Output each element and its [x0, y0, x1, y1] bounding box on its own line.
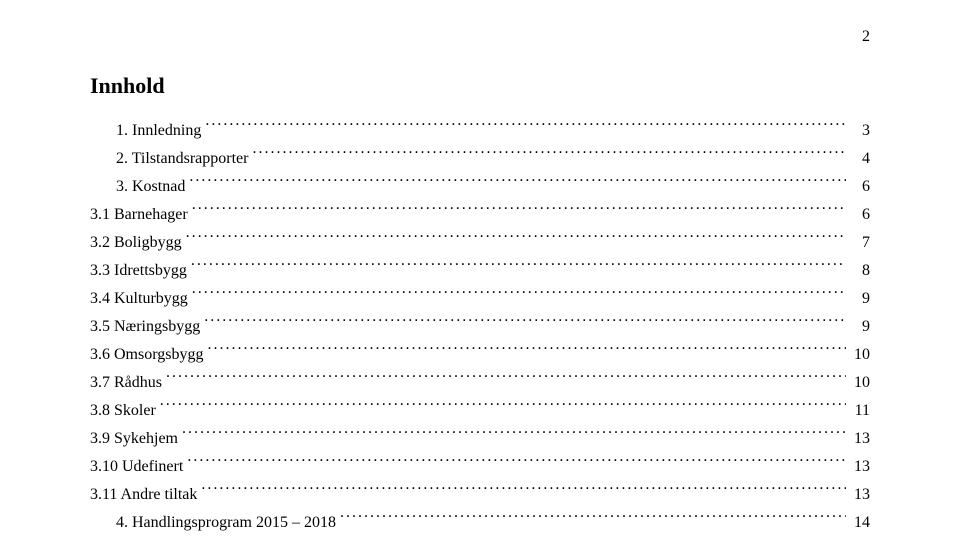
toc-entry-label: 3.11 Andre tiltak — [90, 481, 197, 509]
toc-leader-dots — [186, 231, 846, 247]
toc-entry: 2. Tilstandsrapporter 4 — [90, 145, 870, 173]
toc-entry-page: 4 — [850, 145, 870, 173]
toc-entry: 3.9 Sykehjem 13 — [90, 425, 870, 453]
toc-entry-label: 3.4 Kulturbygg — [90, 285, 188, 313]
toc-leader-dots — [252, 147, 846, 163]
toc-entry: 1. Innledning 3 — [90, 117, 870, 145]
toc-entry: 3.10 Udefinert 13 — [90, 453, 870, 481]
toc-entry-page: 14 — [850, 509, 870, 537]
toc-leader-dots — [182, 427, 846, 443]
toc-entry-label: 3.9 Sykehjem — [90, 425, 178, 453]
toc-entry: 3.8 Skoler 11 — [90, 397, 870, 425]
toc-entry-page: 7 — [850, 229, 870, 257]
toc-entry-label: 3. Kostnad — [116, 173, 185, 201]
toc-entry: 3.6 Omsorgsbygg 10 — [90, 341, 870, 369]
toc-title: Innhold — [90, 73, 870, 99]
toc-entry-page: 9 — [850, 285, 870, 313]
toc-entry: 3.3 Idrettsbygg 8 — [90, 257, 870, 285]
toc-leader-dots — [205, 119, 846, 135]
toc-entry-label: 3.7 Rådhus — [90, 369, 162, 397]
toc-entry-label: 3.10 Udefinert — [90, 453, 183, 481]
toc-entry-page: 11 — [850, 397, 870, 425]
toc-entry-page: 8 — [850, 257, 870, 285]
toc-leader-dots — [191, 259, 846, 275]
toc-entry-label: 3.3 Idrettsbygg — [90, 257, 187, 285]
toc-entry-page: 13 — [850, 425, 870, 453]
toc-entry: 3. Kostnad 6 — [90, 173, 870, 201]
toc-entry-page: 9 — [850, 313, 870, 341]
toc-entry-label: 4. Handlingsprogram 2015 – 2018 — [116, 509, 336, 537]
toc-entry-label: 3.2 Boligbygg — [90, 229, 182, 257]
toc-entry-page: 10 — [850, 369, 870, 397]
toc-entry-page: 6 — [850, 201, 870, 229]
toc-entry-label: 2. Tilstandsrapporter — [116, 145, 248, 173]
toc-entry-page: 13 — [850, 481, 870, 509]
toc-leader-dots — [166, 371, 846, 387]
toc-entry-page: 13 — [850, 453, 870, 481]
toc-leader-dots — [340, 511, 846, 527]
toc-entry-page: 6 — [850, 173, 870, 201]
page-number: 2 — [862, 28, 870, 46]
toc-leader-dots — [192, 287, 846, 303]
toc-leader-dots — [160, 399, 846, 415]
toc-entry-label: 3.6 Omsorgsbygg — [90, 341, 204, 369]
toc-entry-label: 1. Innledning — [116, 117, 201, 145]
toc-leader-dots — [192, 203, 846, 219]
toc-entry: 3.5 Næringsbygg 9 — [90, 313, 870, 341]
toc-entry: 3.7 Rådhus 10 — [90, 369, 870, 397]
toc-entry-label: 3.5 Næringsbygg — [90, 313, 200, 341]
toc-list: 1. Innledning32. Tilstandsrapporter43. K… — [90, 117, 870, 537]
toc-entry-page: 3 — [850, 117, 870, 145]
toc-leader-dots — [208, 343, 847, 359]
toc-leader-dots — [201, 483, 846, 499]
toc-entry: 3.1 Barnehager 6 — [90, 201, 870, 229]
toc-leader-dots — [204, 315, 846, 331]
toc-entry: 3.2 Boligbygg 7 — [90, 229, 870, 257]
toc-leader-dots — [187, 455, 846, 471]
toc-leader-dots — [189, 175, 846, 191]
toc-entry: 3.11 Andre tiltak 13 — [90, 481, 870, 509]
toc-entry: 3.4 Kulturbygg 9 — [90, 285, 870, 313]
toc-entry-label: 3.1 Barnehager — [90, 201, 188, 229]
toc-entry-label: 3.8 Skoler — [90, 397, 156, 425]
toc-entry: 4. Handlingsprogram 2015 – 2018 14 — [90, 509, 870, 537]
toc-entry-page: 10 — [850, 341, 870, 369]
